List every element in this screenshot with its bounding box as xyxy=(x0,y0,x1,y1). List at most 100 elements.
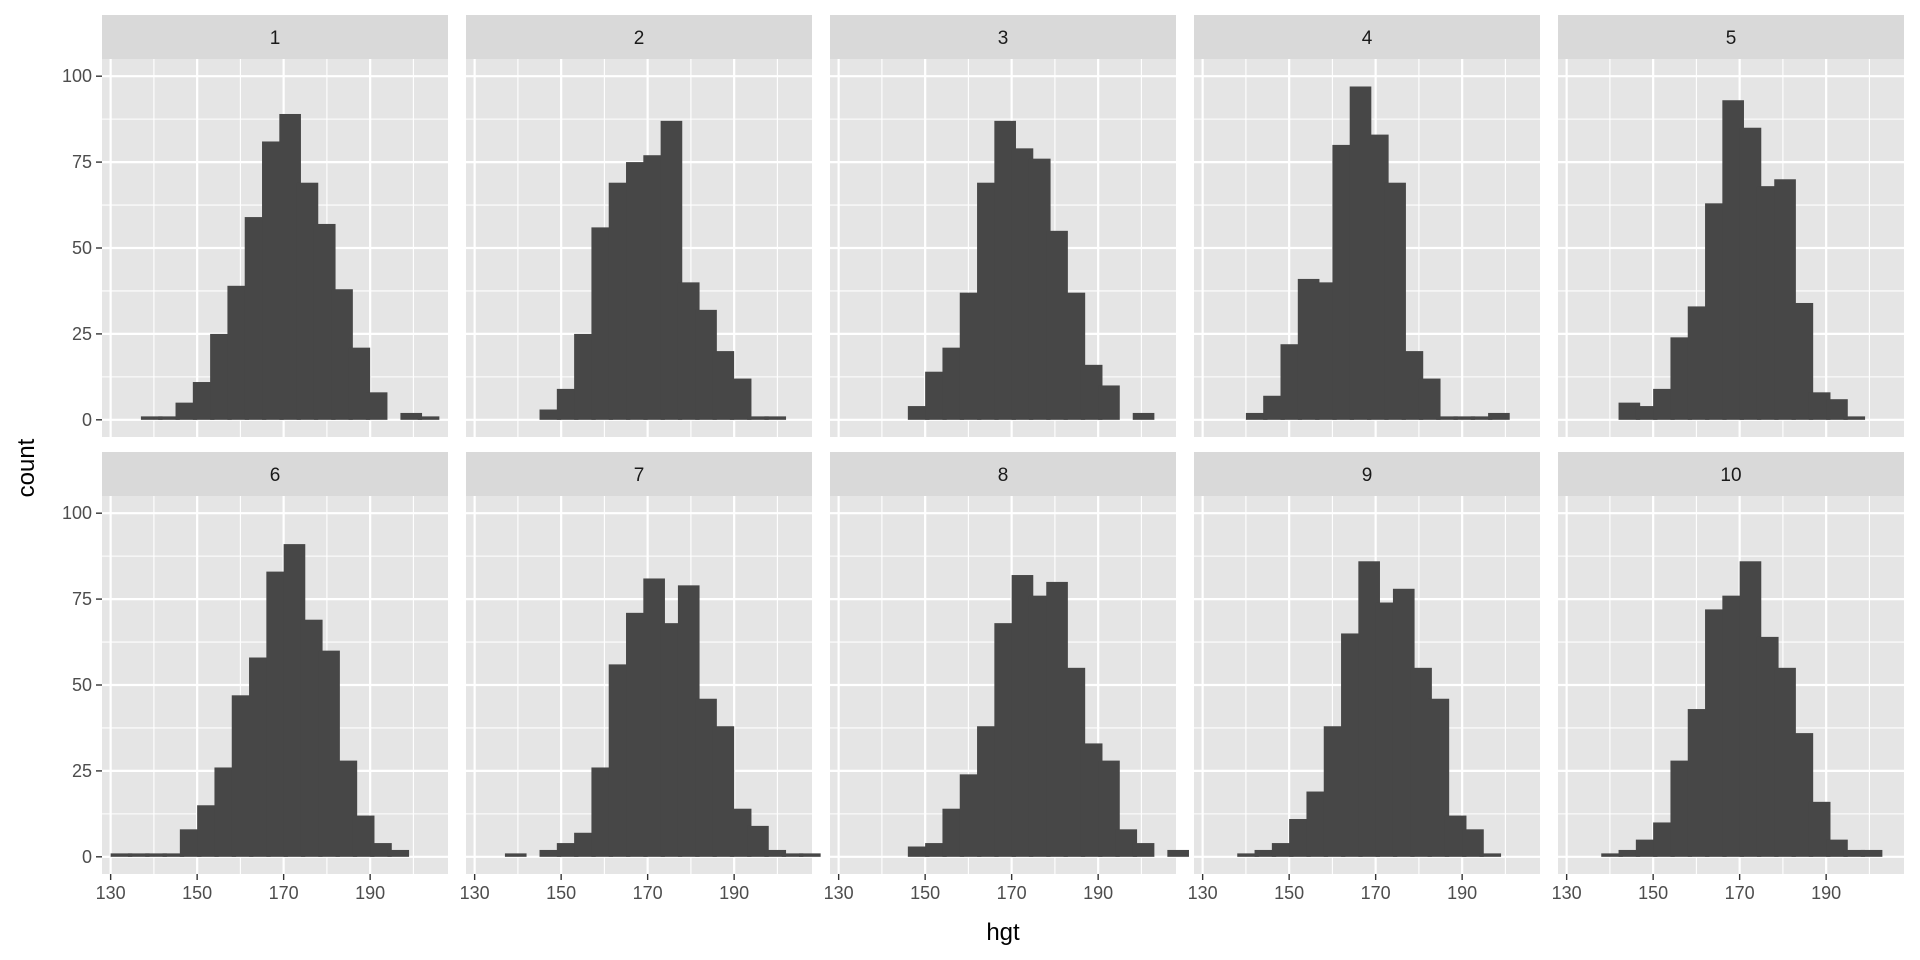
x-tick-label: 130 xyxy=(824,883,854,903)
histogram-bar xyxy=(1332,144,1355,420)
histogram-bar xyxy=(1280,344,1303,420)
histogram-bar xyxy=(1722,595,1744,857)
x-tick-label: 150 xyxy=(910,883,940,903)
histogram-bar xyxy=(370,843,392,857)
histogram-bar xyxy=(1167,849,1189,857)
y-tick-label: 50 xyxy=(72,675,92,695)
histogram-bar xyxy=(1774,179,1796,420)
x-tick-label: 130 xyxy=(460,883,490,903)
histogram-bar xyxy=(1670,337,1693,420)
facet-strip-label: 9 xyxy=(1362,465,1373,486)
histogram-bar xyxy=(1418,378,1441,420)
histogram-bar xyxy=(1774,667,1796,857)
facet-strip xyxy=(830,15,1176,59)
histogram-bar xyxy=(1098,760,1120,857)
histogram-bar xyxy=(365,392,388,420)
histogram-bar xyxy=(1263,395,1285,420)
histogram-bar xyxy=(1063,292,1086,420)
histogram-bar xyxy=(1392,588,1415,857)
histogram-bar xyxy=(1063,667,1086,857)
facet-strip-label: 6 xyxy=(270,465,281,486)
facet-panel-2: 2 xyxy=(466,15,812,437)
histogram-bar xyxy=(352,815,375,857)
x-tick-label: 190 xyxy=(1083,883,1113,903)
histogram-bar xyxy=(1245,412,1268,420)
x-tick-label: 190 xyxy=(1447,883,1477,903)
x-tick-label: 170 xyxy=(1725,883,1755,903)
histogram-bar xyxy=(313,223,336,420)
x-tick-label: 150 xyxy=(182,883,212,903)
histogram-bar xyxy=(140,416,163,420)
histogram-bar xyxy=(1453,416,1476,420)
histogram-bar xyxy=(1436,416,1458,420)
histogram-bar xyxy=(210,333,232,420)
histogram-bar xyxy=(626,612,648,857)
histogram-bar xyxy=(660,623,683,857)
facet-panel-4: 4 xyxy=(1194,15,1540,437)
histogram-bar xyxy=(729,378,752,420)
x-axis-title: hgt xyxy=(986,919,1020,946)
histogram-bar xyxy=(249,657,271,857)
facet-strip xyxy=(1194,15,1540,59)
x-tick-label: 190 xyxy=(355,883,385,903)
x-tick-label: 190 xyxy=(1811,883,1841,903)
histogram-bar xyxy=(231,695,254,857)
histogram-bar xyxy=(192,382,215,420)
histogram-bar xyxy=(1323,726,1346,857)
x-tick-label: 170 xyxy=(633,883,663,903)
histogram-bar xyxy=(387,849,410,857)
y-tick-label: 50 xyxy=(72,238,92,258)
histogram-bar xyxy=(1315,282,1337,420)
histogram-bar xyxy=(1843,849,1866,857)
histogram-bar xyxy=(643,578,665,857)
histogram-bar xyxy=(244,217,267,420)
facet-panel-1: 1 0 25 50 75 100 xyxy=(62,15,448,437)
histogram-bar xyxy=(1080,364,1103,420)
facet-panel-7: 7 130 150 170 190 xyxy=(460,452,821,903)
histogram-bar xyxy=(1479,853,1502,857)
histogram-bar xyxy=(1046,230,1068,420)
histogram-bar xyxy=(1488,412,1510,420)
histogram-bar xyxy=(799,853,821,857)
histogram-bar xyxy=(504,853,527,857)
histogram-bar xyxy=(539,849,562,857)
histogram-bar xyxy=(300,619,323,857)
histogram-bar xyxy=(1601,853,1623,857)
histogram-bar xyxy=(283,544,306,857)
histogram-bar xyxy=(764,416,787,420)
histogram-bar xyxy=(1470,416,1493,420)
histogram-bar xyxy=(318,650,340,857)
histogram-bar xyxy=(574,333,596,420)
histogram-bar xyxy=(1271,843,1294,857)
histogram-bar xyxy=(1341,633,1363,857)
histogram-bar xyxy=(959,292,982,420)
histogram-bar xyxy=(1028,595,1051,857)
histogram-bar xyxy=(626,162,648,420)
histogram-bar xyxy=(1410,667,1432,857)
histogram-bar xyxy=(556,843,579,857)
histogram-bar xyxy=(1826,399,1848,420)
histogram-bar xyxy=(1808,392,1831,420)
histogram-bar xyxy=(1349,86,1372,420)
histogram-bar xyxy=(331,289,353,420)
histogram-bar xyxy=(907,846,930,857)
histogram-bar xyxy=(574,832,596,857)
histogram-bar xyxy=(695,309,717,420)
histogram-bar xyxy=(591,767,614,857)
histogram-bar xyxy=(417,416,440,420)
histogram-bar xyxy=(695,698,717,857)
y-tick-label: 75 xyxy=(72,589,92,609)
y-tick-label: 0 xyxy=(82,847,92,867)
histogram-bar xyxy=(145,853,167,857)
y-tick-label: 25 xyxy=(72,761,92,781)
histogram-bar xyxy=(348,347,371,420)
histogram-bar xyxy=(781,853,804,857)
facet-strip-label: 8 xyxy=(998,465,1009,486)
histogram-bar xyxy=(1384,182,1406,420)
x-tick-label: 150 xyxy=(1638,883,1668,903)
histogram-bar xyxy=(296,182,319,420)
histogram-bar xyxy=(1046,581,1068,857)
histogram-bar xyxy=(925,371,947,420)
histogram-bar xyxy=(1375,602,1398,857)
